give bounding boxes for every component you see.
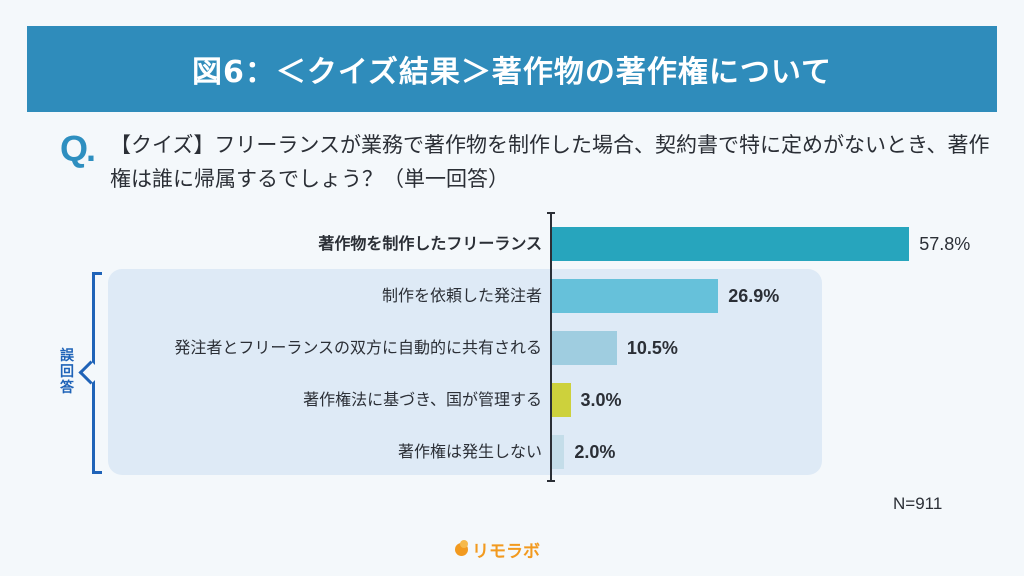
brand-logo: リモラボ xyxy=(455,537,540,562)
title-banner: 図6：＜クイズ結果＞著作物の著作権について xyxy=(27,26,997,112)
bar-row: 発注者とフリーランスの双方に自動的に共有される 10.5% xyxy=(0,331,1024,365)
bar xyxy=(552,227,910,261)
bar-value: 2.0% xyxy=(574,442,616,462)
bar-label: 著作物を制作したフリーランス xyxy=(318,234,542,253)
bar-label: 著作権法に基づき、国が管理する xyxy=(303,390,542,409)
chart-axis xyxy=(550,212,552,482)
axis-cap-top xyxy=(547,212,555,214)
logo-dot-icon xyxy=(455,540,468,556)
bar-label: 発注者とフリーランスの双方に自動的に共有される xyxy=(174,338,542,357)
bar-value: 10.5% xyxy=(626,338,678,358)
page-title: 図6：＜クイズ結果＞著作物の著作権について xyxy=(191,55,833,90)
bar xyxy=(552,331,617,365)
bar-row: 著作物を制作したフリーランス 57.8% xyxy=(0,227,1024,261)
wrong-answers-label: 誤回答 xyxy=(60,348,74,396)
bar xyxy=(552,279,719,313)
sample-size: N=911 xyxy=(893,494,943,513)
bar xyxy=(552,435,565,469)
bar-label: 著作権は発生しない xyxy=(397,442,542,461)
question-text: 【クイズ】フリーランスが業務で著作物を制作した場合、契約書で特に定めがないとき、… xyxy=(110,133,990,191)
bar-label: 制作を依頼した発注者 xyxy=(381,286,542,305)
bar-value: 57.8% xyxy=(919,234,971,254)
logo-text: リモラボ xyxy=(472,542,540,562)
bar-row: 著作権法に基づき、国が管理する 3.0% xyxy=(0,383,1024,417)
bar-row: 著作権は発生しない 2.0% xyxy=(0,435,1024,469)
bar-value: 3.0% xyxy=(580,390,622,410)
bar xyxy=(552,383,571,417)
bar-value: 26.9% xyxy=(728,286,780,306)
axis-cap-bottom xyxy=(547,480,555,482)
bar-row: 制作を依頼した発注者 26.9% xyxy=(0,279,1024,313)
question-mark-icon: Q. xyxy=(60,128,96,169)
